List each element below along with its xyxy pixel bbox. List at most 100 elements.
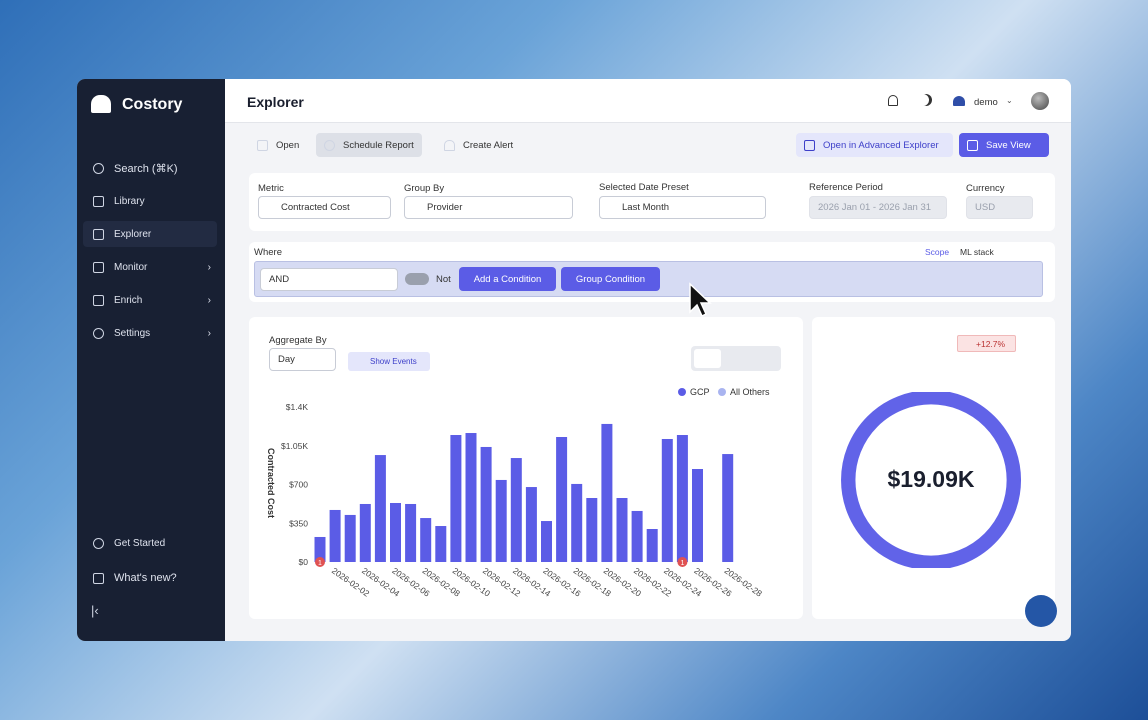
- button-label: Add a Condition: [473, 273, 542, 285]
- where-label: Where: [254, 247, 282, 258]
- y-tick-label: $700: [289, 480, 308, 490]
- bar: [480, 446, 492, 562]
- bar: [525, 487, 537, 562]
- bar: [646, 529, 658, 562]
- nav-label: Search (⌘K): [114, 163, 178, 175]
- nav-label: Library: [114, 196, 145, 207]
- event-marker: [677, 557, 688, 567]
- advanced-button[interactable]: Open in Advanced Explorer: [796, 133, 953, 157]
- bar: [495, 479, 507, 562]
- event-label: 1: [680, 560, 684, 567]
- collapse-icon[interactable]: |‹: [91, 603, 99, 618]
- user-name[interactable]: demo: [974, 97, 998, 108]
- button-label: Open: [276, 139, 300, 151]
- button-label: Group Condition: [575, 273, 646, 285]
- open-button[interactable]: Open: [249, 133, 307, 157]
- save-button[interactable]: Save View: [959, 133, 1049, 157]
- bar: [556, 437, 568, 562]
- nav-settings[interactable]: Settings ›: [93, 328, 211, 339]
- nav-label: Monitor: [114, 262, 148, 273]
- bar: [676, 435, 688, 562]
- button-label: Create Alert: [463, 139, 514, 151]
- nav-library[interactable]: Library: [93, 196, 145, 207]
- avatar[interactable]: [1031, 92, 1049, 110]
- event-marker: [315, 557, 325, 567]
- bar: [405, 503, 417, 562]
- bar: [465, 433, 477, 562]
- filter-label: Group By: [404, 183, 445, 194]
- currency-select: USD: [966, 196, 1033, 219]
- bar: [359, 503, 371, 562]
- logo: [91, 95, 111, 113]
- chart-type-toggle[interactable]: [691, 346, 781, 371]
- legend-label: All Others: [730, 387, 770, 397]
- aggregate-select[interactable]: Day: [269, 348, 336, 371]
- not-toggle[interactable]: [405, 273, 429, 285]
- nav-enrich[interactable]: Enrich ›: [93, 295, 211, 306]
- button-label: Open in Advanced Explorer: [823, 139, 939, 151]
- bar: [374, 455, 386, 562]
- legend-swatch: [718, 388, 726, 396]
- stack-label[interactable]: ML stack: [960, 247, 994, 257]
- main: Explorer demo ⌄ Open Schedule Report Cre…: [225, 79, 1071, 641]
- bar: [661, 438, 673, 562]
- bar: [722, 454, 734, 562]
- select-value: AND: [269, 274, 290, 285]
- y-tick-label: $1.4K: [286, 402, 309, 412]
- bar: [510, 458, 522, 562]
- change-badge: +12.7%: [957, 335, 1016, 352]
- bar: [344, 514, 356, 562]
- scope-label[interactable]: Scope: [925, 247, 950, 257]
- brand: Costory: [122, 96, 183, 113]
- bell-icon[interactable]: [888, 95, 898, 106]
- bar: [314, 536, 326, 562]
- group-select[interactable]: Provider: [404, 196, 573, 219]
- theme-icon[interactable]: [920, 94, 932, 106]
- sidebar: Costory Search (⌘K) Library Explorer Mon…: [77, 79, 225, 641]
- chevron: ⌄: [1006, 96, 1013, 105]
- app-window: Costory Search (⌘K) Library Explorer Mon…: [77, 79, 1071, 641]
- donut: $19.09K: [841, 392, 1022, 568]
- not-label: Not: [436, 274, 451, 285]
- button-label: Show Events: [370, 357, 417, 366]
- nav-monitor[interactable]: Monitor ›: [93, 262, 211, 273]
- change-value: +12.7%: [976, 339, 1006, 349]
- page-title: Explorer: [247, 94, 304, 110]
- header: [225, 79, 1071, 123]
- bar: [450, 435, 462, 562]
- button-label: Schedule Report: [343, 139, 414, 151]
- nav-get-started[interactable]: Get Started: [93, 538, 165, 549]
- bar: [601, 423, 613, 562]
- y-tick-label: $0: [299, 557, 309, 567]
- nav-whats-new[interactable]: What's new?: [93, 572, 177, 584]
- active-toggle: [694, 349, 721, 368]
- filter-label: Currency: [966, 183, 1005, 194]
- bar: [616, 498, 628, 562]
- schedule-button[interactable]: Schedule Report: [316, 133, 422, 157]
- bar: [329, 509, 341, 562]
- nav-label: Explorer: [114, 229, 152, 240]
- bar: [420, 518, 432, 562]
- select-value: 2026 Jan 01 - 2026 Jan 31: [818, 202, 932, 213]
- add-condition-button[interactable]: Add a Condition: [459, 267, 556, 291]
- select-value: Day: [278, 354, 295, 365]
- legend-label: GCP: [690, 387, 710, 397]
- date-select[interactable]: Last Month: [599, 196, 766, 219]
- show-events-button[interactable]: Show Events: [348, 352, 430, 371]
- nav-label: Get Started: [114, 538, 166, 549]
- select-value: Last Month: [622, 202, 669, 213]
- metric-select[interactable]: Contracted Cost: [258, 196, 391, 219]
- alert-button[interactable]: Create Alert: [436, 133, 521, 157]
- chat-button[interactable]: [1025, 595, 1057, 627]
- donut-ring: [841, 392, 1022, 568]
- nav-search[interactable]: Search (⌘K): [93, 162, 178, 175]
- group-condition-button[interactable]: Group Condition: [561, 267, 660, 291]
- nav-label: Enrich: [114, 295, 143, 306]
- reference-select: 2026 Jan 01 - 2026 Jan 31: [809, 196, 947, 219]
- y-axis-title: Contracted Cost: [266, 448, 276, 518]
- operator-select[interactable]: AND: [260, 268, 398, 291]
- nav-label: Settings: [114, 328, 151, 339]
- nav-explorer[interactable]: Explorer: [93, 229, 151, 240]
